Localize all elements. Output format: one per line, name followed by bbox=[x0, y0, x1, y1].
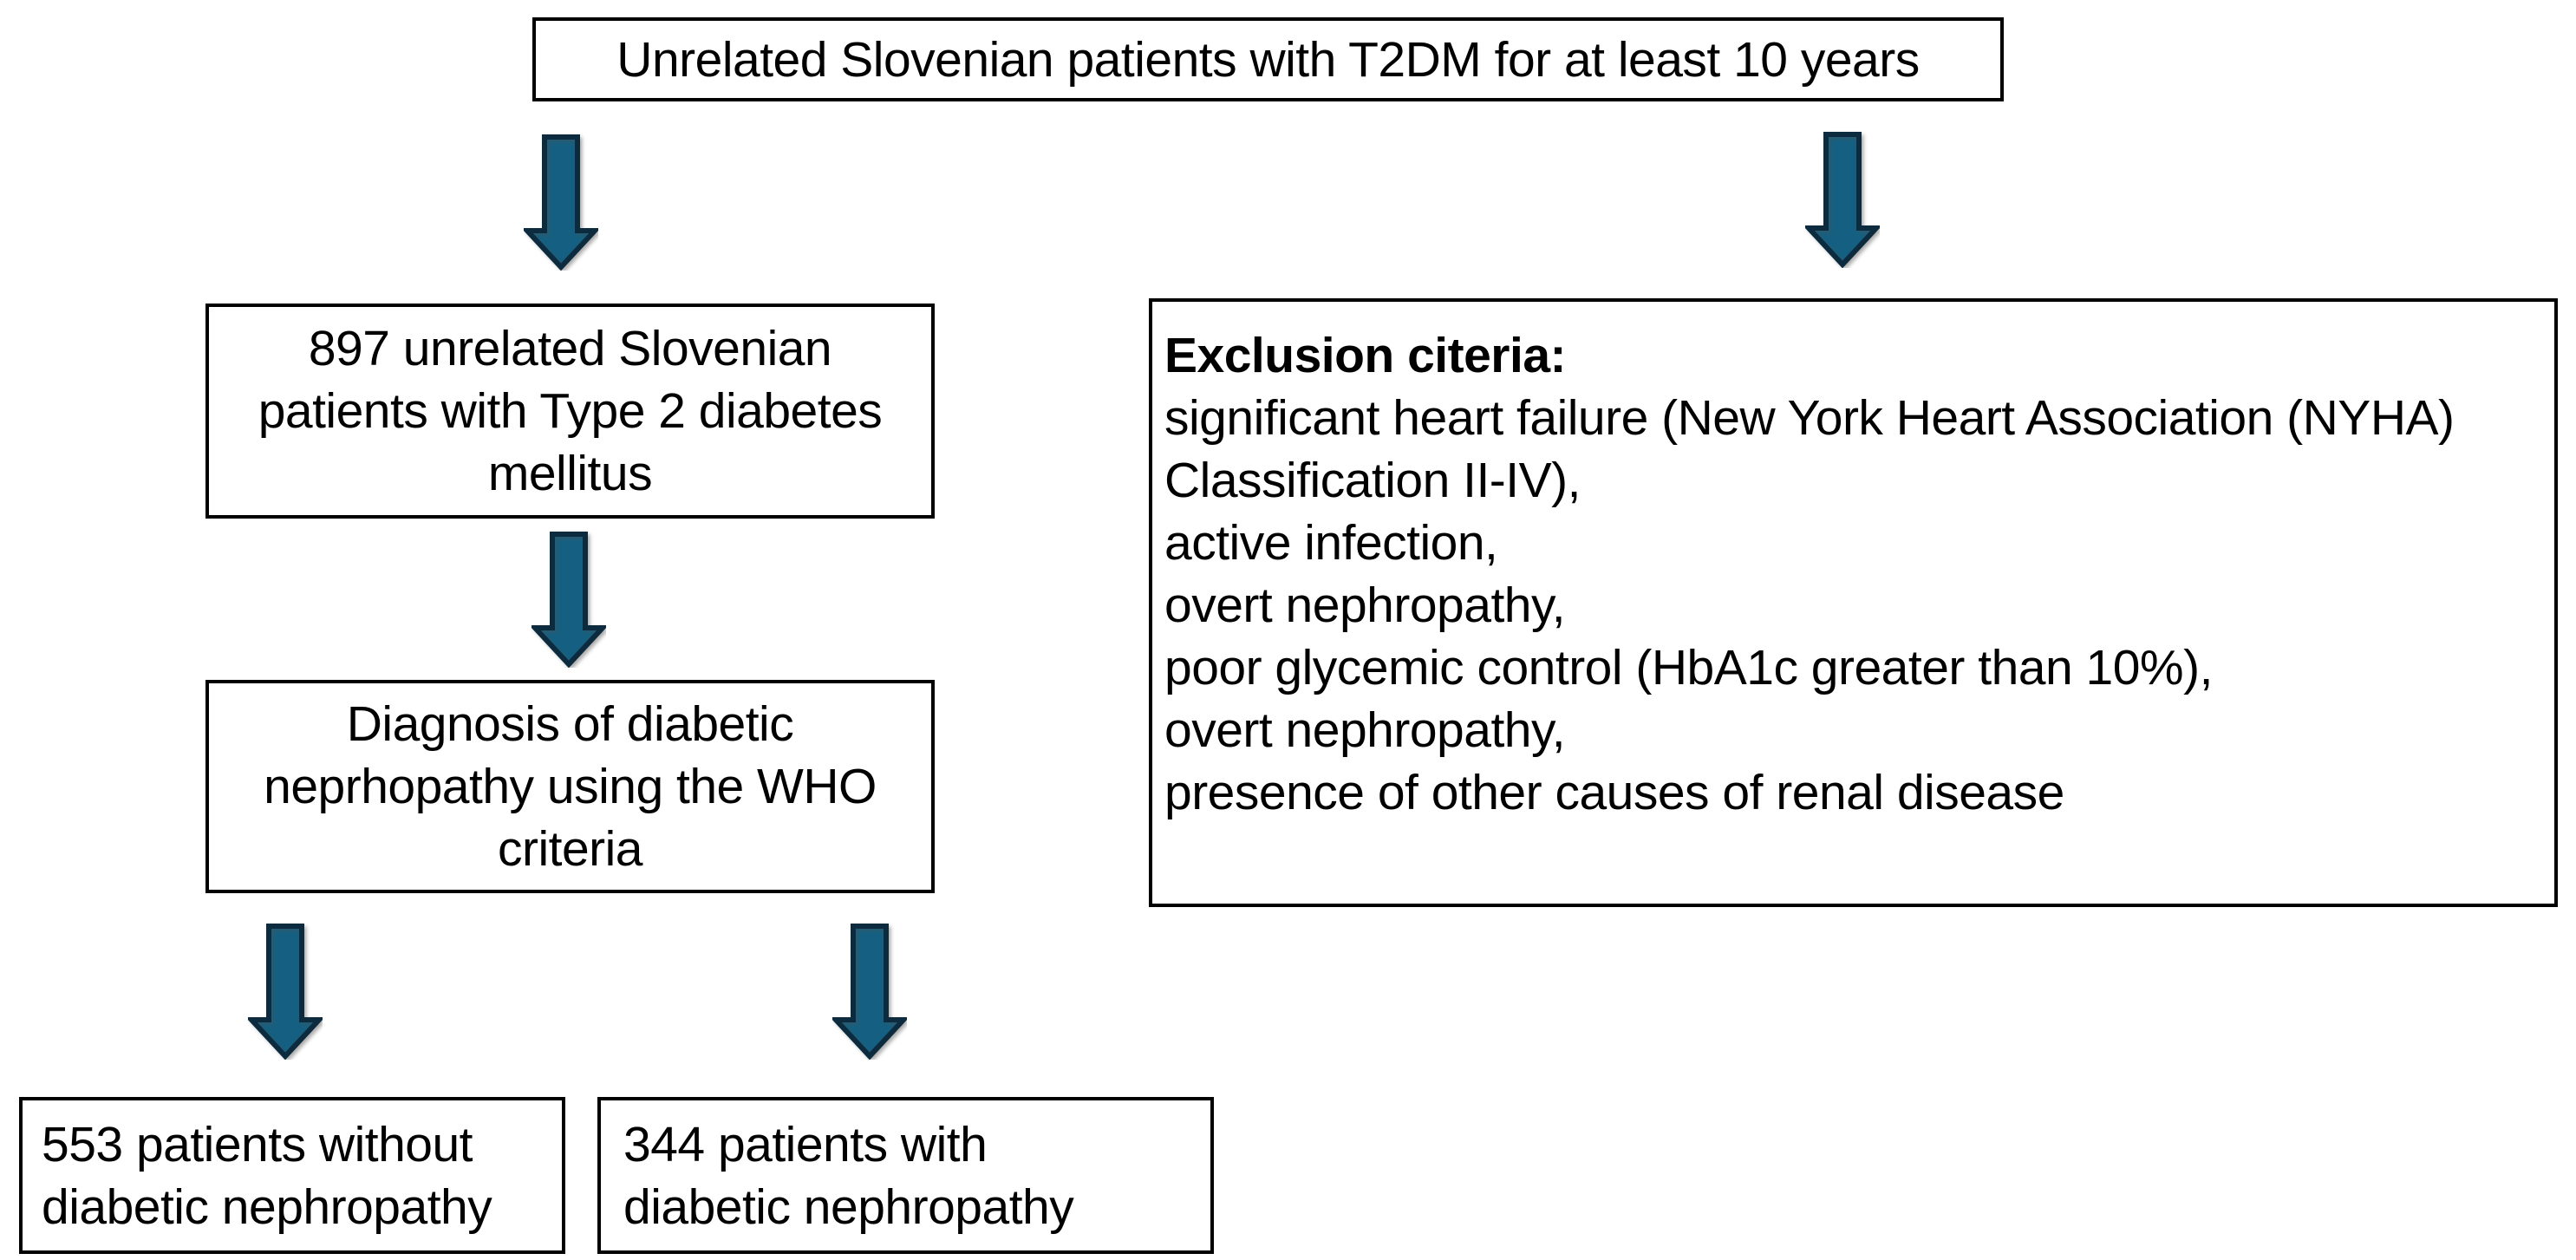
diagnosis-box: Diagnosis of diabetic neprhopathy using … bbox=[205, 680, 935, 893]
outcome-without-dn-box: 553 patients without diabetic nephropath… bbox=[19, 1097, 565, 1254]
down-arrow-shape bbox=[251, 926, 319, 1056]
down-arrow-shape bbox=[1809, 134, 1876, 264]
exclusion-criteria-item: overt nephropathy, bbox=[1164, 702, 1566, 758]
down-arrow-shape bbox=[836, 926, 903, 1056]
outcome-with-dn-box: 344 patients with diabetic nephropathy bbox=[597, 1097, 1214, 1254]
down-arrow-outline bbox=[248, 924, 323, 1060]
down-arrow-icon-diagnosis-to-without bbox=[248, 924, 323, 1060]
down-arrow-icon-source-to-exclusion bbox=[1805, 132, 1880, 268]
down-arrow-icon-source-to-cohort bbox=[524, 134, 598, 271]
exclusion-criteria-item: active infection, bbox=[1164, 515, 1498, 571]
down-arrow-shape bbox=[535, 534, 603, 664]
exclusion-criteria-item: poor glycemic control (HbA1c greater tha… bbox=[1164, 640, 2213, 695]
source-population-text: Unrelated Slovenian patients with T2DM f… bbox=[616, 31, 1920, 88]
down-arrow-outline bbox=[532, 532, 606, 668]
cohort-text: 897 unrelated Slovenian patients with Ty… bbox=[258, 321, 883, 501]
down-arrow-outline bbox=[524, 134, 598, 271]
down-arrow-outline bbox=[1805, 132, 1880, 268]
exclusion-criteria-item: overt nephropathy, bbox=[1164, 578, 1566, 633]
cohort-box: 897 unrelated Slovenian patients with Ty… bbox=[205, 304, 935, 519]
exclusion-criteria-heading: Exclusion citeria: bbox=[1164, 328, 1567, 383]
exclusion-criteria-item: significant heart failure (New York Hear… bbox=[1164, 390, 2455, 508]
down-arrow-shape bbox=[527, 137, 595, 267]
diagnosis-text: Diagnosis of diabetic neprhopathy using … bbox=[264, 696, 877, 877]
source-population-box: Unrelated Slovenian patients with T2DM f… bbox=[532, 17, 2004, 101]
exclusion-criteria-box: Exclusion citeria: significant heart fai… bbox=[1149, 298, 2558, 907]
down-arrow-icon-diagnosis-to-with bbox=[832, 924, 907, 1060]
outcome-with-dn-text: 344 patients with diabetic nephropathy bbox=[623, 1116, 1074, 1235]
down-arrow-outline bbox=[832, 924, 907, 1060]
down-arrow-icon-cohort-to-diagnosis bbox=[532, 532, 606, 668]
exclusion-criteria-list: significant heart failure (New York Hear… bbox=[1164, 387, 2455, 824]
outcome-without-dn-text: 553 patients without diabetic nephropath… bbox=[42, 1116, 492, 1235]
exclusion-criteria-item: presence of other causes of renal diseas… bbox=[1164, 765, 2064, 820]
